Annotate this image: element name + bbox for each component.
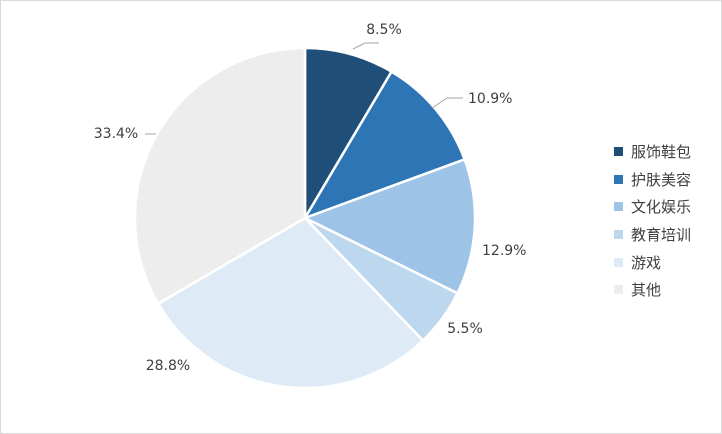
- pie-slice-games: [156, 216, 425, 390]
- legend-item-other: 其他: [614, 276, 691, 304]
- pie-slice-culture-entertainment: [303, 158, 477, 295]
- legend-swatch: [614, 174, 623, 184]
- legend-label: 文化娱乐: [631, 198, 692, 217]
- legend-swatch: [614, 202, 623, 212]
- pie-slices: [133, 46, 477, 390]
- legend-swatch: [614, 257, 623, 267]
- data-label-culture-entertainment: 12.9%: [482, 243, 526, 259]
- data-label-skincare: 10.9%: [468, 91, 512, 107]
- leader-line-clothing: [352, 42, 379, 50]
- data-label-other: 33.4%: [94, 126, 138, 142]
- leader-line-skincare: [431, 97, 463, 109]
- legend-item-clothing: 服饰鞋包: [614, 138, 691, 166]
- data-label-games: 28.8%: [146, 358, 190, 374]
- leader-lines: [145, 42, 463, 135]
- pie-slice-skincare: [303, 70, 466, 220]
- data-label-clothing: 8.5%: [366, 22, 402, 38]
- pie-slice-other: [133, 46, 307, 305]
- legend-swatch: [614, 285, 623, 295]
- legend-swatch: [614, 147, 623, 157]
- legend-label: 其他: [631, 281, 662, 300]
- legend-label: 护肤美容: [631, 170, 692, 189]
- legend-label: 教育培训: [631, 226, 692, 245]
- data-labels: 8.5% 10.9% 12.9% 5.5% 28.8% 33.4%: [94, 22, 527, 374]
- legend-label: 服饰鞋包: [631, 143, 692, 162]
- pie-slice-clothing: [303, 46, 393, 220]
- legend-label: 游戏: [631, 253, 662, 272]
- legend-item-culture-entertainment: 文化娱乐: [614, 193, 691, 221]
- legend-item-skincare: 护肤美容: [614, 166, 691, 194]
- legend-item-games: 游戏: [614, 248, 691, 276]
- legend-item-education: 教育培训: [614, 221, 691, 249]
- data-label-education: 5.5%: [447, 321, 483, 337]
- legend: 服饰鞋包 护肤美容 文化娱乐 教育培训 游戏 其他: [614, 138, 691, 304]
- legend-swatch: [614, 230, 623, 240]
